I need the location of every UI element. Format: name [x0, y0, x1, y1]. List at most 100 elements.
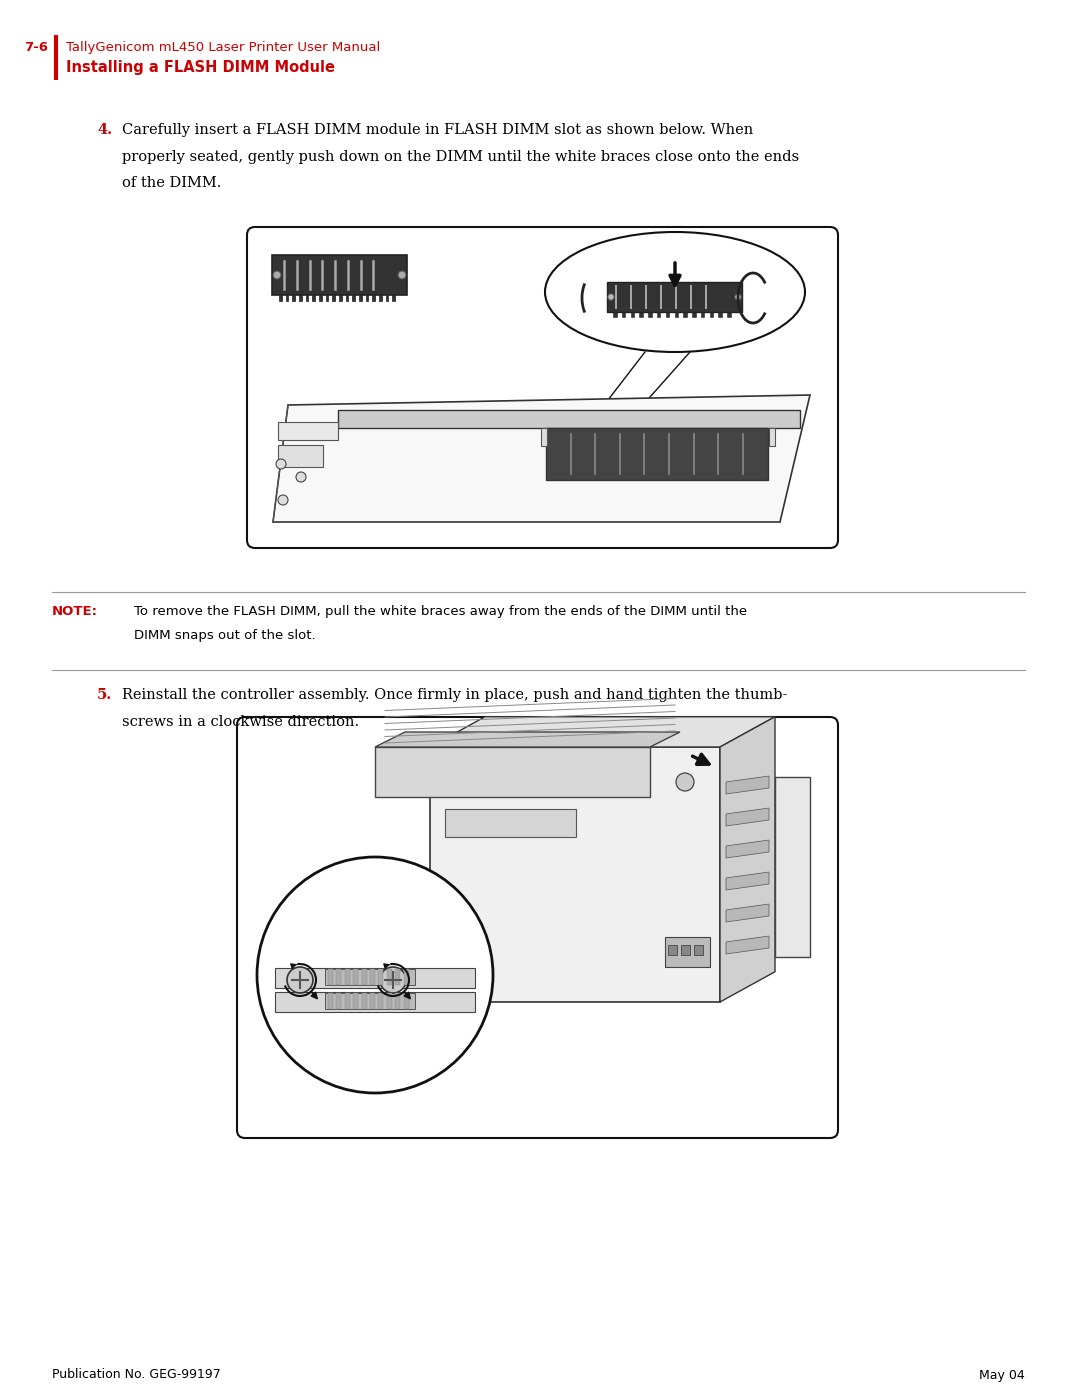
Bar — [657, 312, 661, 317]
Bar — [325, 993, 415, 1009]
Text: Reinstall the controller assembly. Once firmly in place, push and hand tighten t: Reinstall the controller assembly. Once … — [122, 687, 787, 703]
Text: screws in a clockwise direction.: screws in a clockwise direction. — [122, 714, 360, 728]
Bar — [718, 312, 721, 317]
Bar — [675, 312, 678, 317]
Bar — [392, 295, 395, 300]
Text: properly seated, gently push down on the DIMM until the white braces close onto : properly seated, gently push down on the… — [122, 149, 799, 163]
Bar — [328, 970, 333, 985]
Bar — [325, 970, 415, 985]
Circle shape — [273, 271, 281, 279]
Text: Publication No. GEG-99197: Publication No. GEG-99197 — [52, 1369, 220, 1382]
Text: TallyGenicom mL450 Laser Printer User Manual: TallyGenicom mL450 Laser Printer User Ma… — [66, 41, 380, 53]
Bar — [681, 944, 690, 956]
Circle shape — [287, 967, 313, 993]
Polygon shape — [430, 717, 775, 747]
Bar — [684, 312, 687, 317]
Bar — [375, 747, 650, 798]
Bar — [306, 295, 308, 300]
Text: May 04: May 04 — [980, 1369, 1025, 1382]
Bar — [648, 312, 651, 317]
Bar — [338, 409, 800, 427]
Bar — [404, 993, 408, 1009]
Bar — [312, 295, 315, 300]
Text: of the DIMM.: of the DIMM. — [122, 176, 221, 190]
Bar — [346, 295, 349, 300]
Bar — [665, 312, 670, 317]
Bar — [775, 777, 810, 957]
Bar — [710, 312, 713, 317]
Bar — [387, 993, 392, 1009]
Bar — [631, 312, 634, 317]
Bar — [370, 993, 375, 1009]
Polygon shape — [375, 732, 680, 747]
Text: DIMM snaps out of the slot.: DIMM snaps out of the slot. — [134, 630, 315, 643]
Polygon shape — [720, 717, 775, 1002]
Bar — [769, 427, 774, 446]
Bar — [278, 446, 323, 467]
Bar — [326, 295, 328, 300]
Circle shape — [676, 773, 694, 791]
Bar — [362, 993, 366, 1009]
Text: NOTE:: NOTE: — [52, 605, 98, 617]
Bar — [669, 944, 677, 956]
FancyBboxPatch shape — [237, 717, 838, 1139]
Bar — [362, 970, 366, 985]
FancyBboxPatch shape — [247, 226, 838, 548]
Polygon shape — [726, 936, 769, 954]
Polygon shape — [726, 775, 769, 793]
Bar — [272, 256, 407, 295]
Circle shape — [734, 293, 741, 300]
Bar — [275, 992, 475, 1011]
Text: 5.: 5. — [97, 687, 112, 703]
Bar — [387, 970, 392, 985]
Bar — [336, 993, 341, 1009]
Bar — [378, 993, 383, 1009]
Circle shape — [276, 460, 286, 469]
Polygon shape — [273, 395, 810, 522]
Bar — [694, 944, 703, 956]
Bar — [366, 295, 368, 300]
Bar — [665, 937, 710, 967]
Bar — [278, 422, 338, 440]
Bar — [386, 295, 389, 300]
Bar — [404, 970, 408, 985]
Bar — [370, 970, 375, 985]
Bar — [692, 312, 696, 317]
Ellipse shape — [545, 232, 805, 352]
Bar — [378, 970, 383, 985]
Bar — [395, 970, 401, 985]
Bar — [353, 970, 359, 985]
Bar — [541, 427, 546, 446]
Circle shape — [296, 472, 306, 482]
Circle shape — [608, 293, 615, 300]
Bar — [328, 993, 333, 1009]
Polygon shape — [430, 747, 720, 1002]
Bar — [701, 312, 704, 317]
Bar — [622, 312, 625, 317]
Bar — [275, 968, 475, 988]
Polygon shape — [726, 872, 769, 890]
Bar — [279, 295, 282, 300]
Circle shape — [278, 495, 288, 504]
Polygon shape — [726, 840, 769, 858]
Bar — [639, 312, 643, 317]
Bar — [727, 312, 731, 317]
Bar — [352, 295, 355, 300]
Text: 4.: 4. — [97, 123, 112, 137]
Bar — [345, 970, 350, 985]
Bar — [613, 312, 617, 317]
Bar — [373, 295, 375, 300]
Bar — [359, 295, 362, 300]
Bar — [353, 993, 359, 1009]
Bar — [395, 993, 401, 1009]
Bar — [339, 295, 341, 300]
Bar — [445, 809, 576, 837]
Circle shape — [380, 967, 406, 993]
Polygon shape — [726, 807, 769, 826]
Text: 7-6: 7-6 — [24, 41, 48, 53]
Bar — [379, 295, 381, 300]
Circle shape — [257, 856, 492, 1092]
Circle shape — [399, 271, 406, 279]
Bar — [286, 295, 288, 300]
Bar — [336, 970, 341, 985]
